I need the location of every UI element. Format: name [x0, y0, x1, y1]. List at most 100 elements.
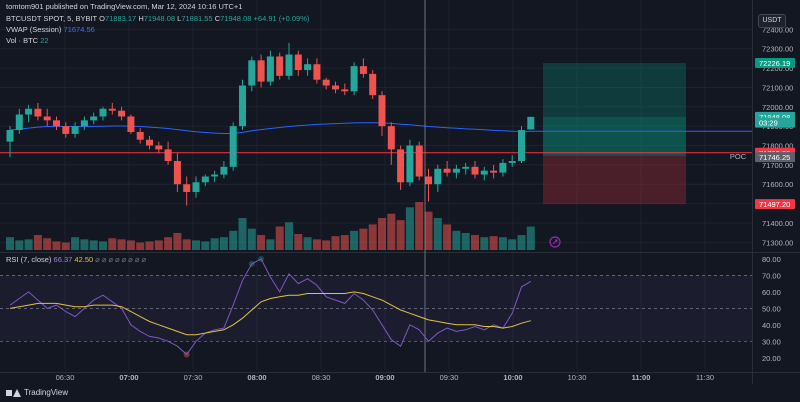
- vwap-path: [9, 122, 752, 134]
- volume-value: 22: [40, 36, 49, 45]
- candle-body: [71, 126, 79, 134]
- volume-bar: [71, 237, 80, 250]
- volume-bar: [15, 240, 24, 250]
- candle-body: [183, 184, 191, 192]
- candle-body: [164, 149, 172, 162]
- volume-bar: [266, 239, 275, 250]
- vwap-legend[interactable]: VWAP (Session) 71674.56: [6, 25, 95, 34]
- volume-bar: [80, 239, 89, 250]
- candle-body: [378, 95, 386, 127]
- time-tick-label: 09:00: [375, 373, 394, 382]
- time-tick-label: 11:30: [696, 373, 714, 382]
- volume-bar: [145, 241, 154, 250]
- volume-bar: [498, 237, 507, 250]
- poc-line: POC: [0, 152, 752, 161]
- volume-bar: [238, 218, 247, 250]
- candle-body: [359, 66, 367, 74]
- volume-bar: [396, 220, 405, 250]
- volume-bar: [378, 218, 386, 250]
- candle-body: [155, 145, 163, 150]
- rsi-tick-label: 40.00: [762, 321, 781, 330]
- candle-body: [452, 168, 460, 173]
- candle-body: [90, 116, 98, 121]
- candle-body: [304, 64, 312, 71]
- candle-body: [397, 149, 405, 183]
- volume-bar: [359, 228, 368, 250]
- price-tick-label: 72400.00: [762, 25, 793, 34]
- price-tick-label: 72300.00: [762, 45, 793, 54]
- volume-legend[interactable]: Vol · BTC 22: [6, 36, 49, 45]
- volume-bar: [210, 238, 219, 250]
- price-tick-label: 72200.00: [762, 64, 793, 73]
- volume-bar: [331, 236, 340, 250]
- candle-body: [220, 166, 228, 175]
- candle-body: [406, 145, 414, 183]
- volume-bar: [340, 235, 349, 250]
- price-tick-label: 71700.00: [762, 161, 793, 170]
- vwap-value: 71674.56: [63, 25, 95, 34]
- price-tag: [755, 199, 795, 210]
- tradingview-logo[interactable]: TradingView: [6, 388, 68, 397]
- time-tick-label: 08:30: [312, 373, 331, 382]
- price-tag-text: 71948.08: [759, 113, 790, 122]
- time-tick-label: 10:30: [568, 373, 587, 382]
- symbol-name[interactable]: BTCUSDT SPOT, 5, BYBIT: [6, 14, 97, 23]
- volume-bar: [173, 232, 182, 250]
- time-tick-label: 11:00: [632, 373, 651, 382]
- candle-body: [201, 176, 209, 183]
- open-value: 71883.17: [104, 14, 137, 23]
- volume-bar: [192, 240, 200, 250]
- currency-button[interactable]: USDT: [758, 14, 786, 28]
- replay-icon[interactable]: [549, 236, 561, 248]
- volume-bar: [229, 230, 238, 250]
- volume-bar: [508, 239, 517, 250]
- rsi-legend[interactable]: RSI (7, close) 66.37 42.50 ⌀ ⌀ ⌀ ⌀ ⌀ ⌀ ⌀…: [6, 255, 146, 264]
- close-label: C: [214, 14, 221, 23]
- volume-bar: [526, 226, 535, 250]
- time-tick-label: 10:00: [503, 373, 522, 382]
- rsi-pane[interactable]: 80.00 70.00 60.00 50.00 40.00 30.00 20.00: [0, 255, 781, 363]
- long-position-tool[interactable]: [543, 63, 686, 205]
- volume-label: Vol · BTC: [6, 36, 39, 45]
- volume-bar: [452, 230, 461, 250]
- volume-bar: [33, 235, 42, 250]
- price-tick-label: 71600.00: [762, 180, 793, 189]
- time-tick-label: 07:30: [184, 373, 203, 382]
- candle-body: [425, 176, 432, 185]
- volume-bar: [433, 218, 442, 250]
- rsi-ma-value: 42.50: [74, 255, 94, 264]
- open-label: O: [99, 14, 105, 23]
- volume-bar: [99, 241, 107, 250]
- time-axis[interactable]: 06:30 07:00 07:30 08:00 08:30 09:00 09:30 10:00…: [56, 373, 715, 382]
- price-tick-label: 72100.00: [762, 83, 793, 92]
- candle-body: [490, 170, 498, 173]
- volume-bar: [405, 207, 414, 250]
- rsi-tick-label: 50.00: [762, 304, 781, 313]
- rsi-label: RSI (7, close): [6, 255, 52, 264]
- position-stop-zone: [543, 155, 686, 205]
- price-labels: 72226.1971948.0803:2971762.3671746.25714…: [755, 58, 795, 210]
- rsi-tick-label: 60.00: [762, 288, 781, 297]
- volume-bar: [136, 242, 145, 250]
- volume-bar: [89, 240, 98, 250]
- symbol-legend[interactable]: BTCUSDT SPOT, 5, BYBIT O71883.17 H71948.…: [6, 14, 309, 23]
- candle-body: [127, 116, 135, 132]
- candle-body: [527, 116, 535, 130]
- price-tag-text: 03:29: [759, 119, 778, 128]
- candle-body: [266, 56, 274, 82]
- rsi-tick-label: 30.00: [762, 337, 781, 346]
- rsi-tick-label: 20.00: [762, 354, 781, 363]
- price-tag-text: 71497.20: [759, 200, 790, 209]
- candle-body: [80, 120, 88, 127]
- candle-body: [276, 56, 284, 76]
- position-current-zone: [543, 116, 686, 156]
- candlesticks[interactable]: [6, 42, 535, 206]
- candle-body: [25, 108, 33, 115]
- volume-bar: [480, 237, 489, 250]
- candle-body: [53, 120, 60, 127]
- volume-bar: [126, 240, 135, 250]
- price-tick-label: 71800.00: [762, 142, 793, 151]
- candle-body: [248, 60, 256, 86]
